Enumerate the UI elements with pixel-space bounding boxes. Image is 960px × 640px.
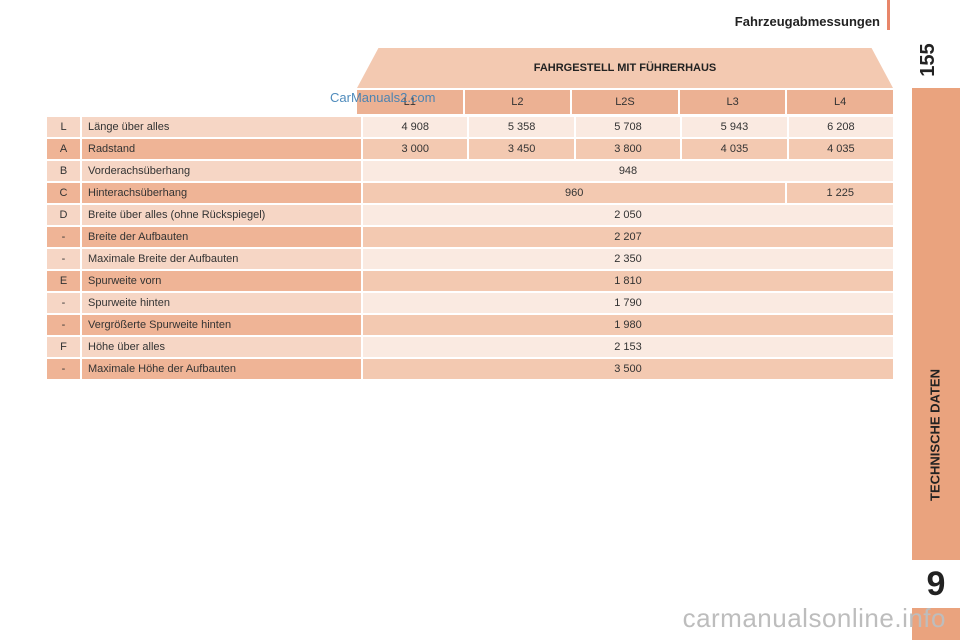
table-row: D Breite über alles (ohne Rückspiegel) 2… — [47, 205, 893, 225]
watermark-logo: CarManuals2.com — [330, 90, 436, 105]
page-header-title: Fahrzeugabmessungen — [734, 14, 880, 29]
row-value: 3 450 — [469, 139, 574, 159]
table-row: - Spurweite hinten 1 790 — [47, 293, 893, 313]
row-label: Breite über alles (ohne Rückspiegel) — [82, 205, 361, 225]
row-value: 2 050 — [363, 205, 893, 225]
row-label: Vergrößerte Spurweite hinten — [82, 315, 361, 335]
row-code: - — [47, 315, 80, 335]
header-divider — [887, 0, 890, 30]
table-row: C Hinterachsüberhang 960 1 225 — [47, 183, 893, 203]
column-header: L2S — [572, 90, 678, 114]
row-value: 3 000 — [363, 139, 468, 159]
row-value: 2 207 — [363, 227, 893, 247]
row-label: Radstand — [82, 139, 361, 159]
row-value: 1 790 — [363, 293, 893, 313]
row-code: L — [47, 117, 80, 137]
row-code: A — [47, 139, 80, 159]
row-value: 4 035 — [788, 139, 894, 159]
row-value: 4 908 — [363, 117, 468, 137]
column-header: L1 — [357, 90, 463, 114]
table-row: - Breite der Aufbauten 2 207 — [47, 227, 893, 247]
page-number: 155 — [916, 43, 939, 77]
table-title: FAHRGESTELL MIT FÜHRERHAUS — [357, 48, 893, 88]
row-value: 5 943 — [682, 117, 787, 137]
table-row: - Maximale Breite der Aufbauten 2 350 — [47, 249, 893, 269]
section-label-text: TECHNISCHE DATEN — [927, 369, 943, 501]
row-code: B — [47, 161, 80, 181]
row-code: - — [47, 227, 80, 247]
chapter-number: 9 — [912, 560, 960, 608]
row-label: Maximale Höhe der Aufbauten — [82, 359, 361, 379]
row-code: - — [47, 293, 80, 313]
column-header: L4 — [787, 90, 893, 114]
section-label: TECHNISCHE DATEN — [927, 320, 943, 550]
row-label: Hinterachsüberhang — [82, 183, 361, 203]
row-label: Maximale Breite der Aufbauten — [82, 249, 361, 269]
column-header: L3 — [679, 90, 786, 114]
row-label: Spurweite hinten — [82, 293, 361, 313]
section-side-tab — [912, 88, 960, 640]
row-code: - — [47, 359, 80, 379]
row-value: 5 358 — [469, 117, 574, 137]
row-label: Vorderachsüberhang — [82, 161, 361, 181]
dimensions-table: L Länge über alles 4 908 5 358 5 708 5 9… — [47, 117, 894, 381]
row-label: Breite der Aufbauten — [82, 227, 361, 247]
row-label: Länge über alles — [82, 117, 361, 137]
row-value: 4 035 — [682, 139, 787, 159]
row-code: C — [47, 183, 80, 203]
table-row: - Vergrößerte Spurweite hinten 1 980 — [47, 315, 893, 335]
table-row: B Vorderachsüberhang 948 — [47, 161, 893, 181]
table-row: F Höhe über alles 2 153 — [47, 337, 893, 357]
row-code: D — [47, 205, 80, 225]
row-value: 948 — [363, 161, 893, 181]
row-value: 3 500 — [363, 359, 893, 379]
row-code: F — [47, 337, 80, 357]
column-headers: L1 L2 L2S L3 L4 — [357, 90, 893, 114]
row-value: 2 153 — [363, 337, 893, 357]
table-row: A Radstand 3 000 3 450 3 800 4 035 4 035 — [47, 139, 894, 159]
row-code: E — [47, 271, 80, 291]
row-code: - — [47, 249, 80, 269]
row-value: 5 708 — [575, 117, 681, 137]
row-value: 3 800 — [575, 139, 681, 159]
row-label: Spurweite vorn — [82, 271, 361, 291]
table-row: - Maximale Höhe der Aufbauten 3 500 — [47, 359, 893, 379]
row-value: 960 — [363, 183, 786, 203]
row-value: 6 208 — [788, 117, 894, 137]
row-label: Höhe über alles — [82, 337, 361, 357]
watermark-text: carmanualsonline.info — [682, 603, 946, 633]
column-header: L2 — [464, 90, 571, 114]
row-value: 2 350 — [363, 249, 893, 269]
row-value: 1 980 — [363, 315, 893, 335]
row-value: 1 810 — [363, 271, 893, 291]
table-row: E Spurweite vorn 1 810 — [47, 271, 893, 291]
row-value: 1 225 — [787, 183, 893, 203]
table-row: L Länge über alles 4 908 5 358 5 708 5 9… — [47, 117, 894, 137]
